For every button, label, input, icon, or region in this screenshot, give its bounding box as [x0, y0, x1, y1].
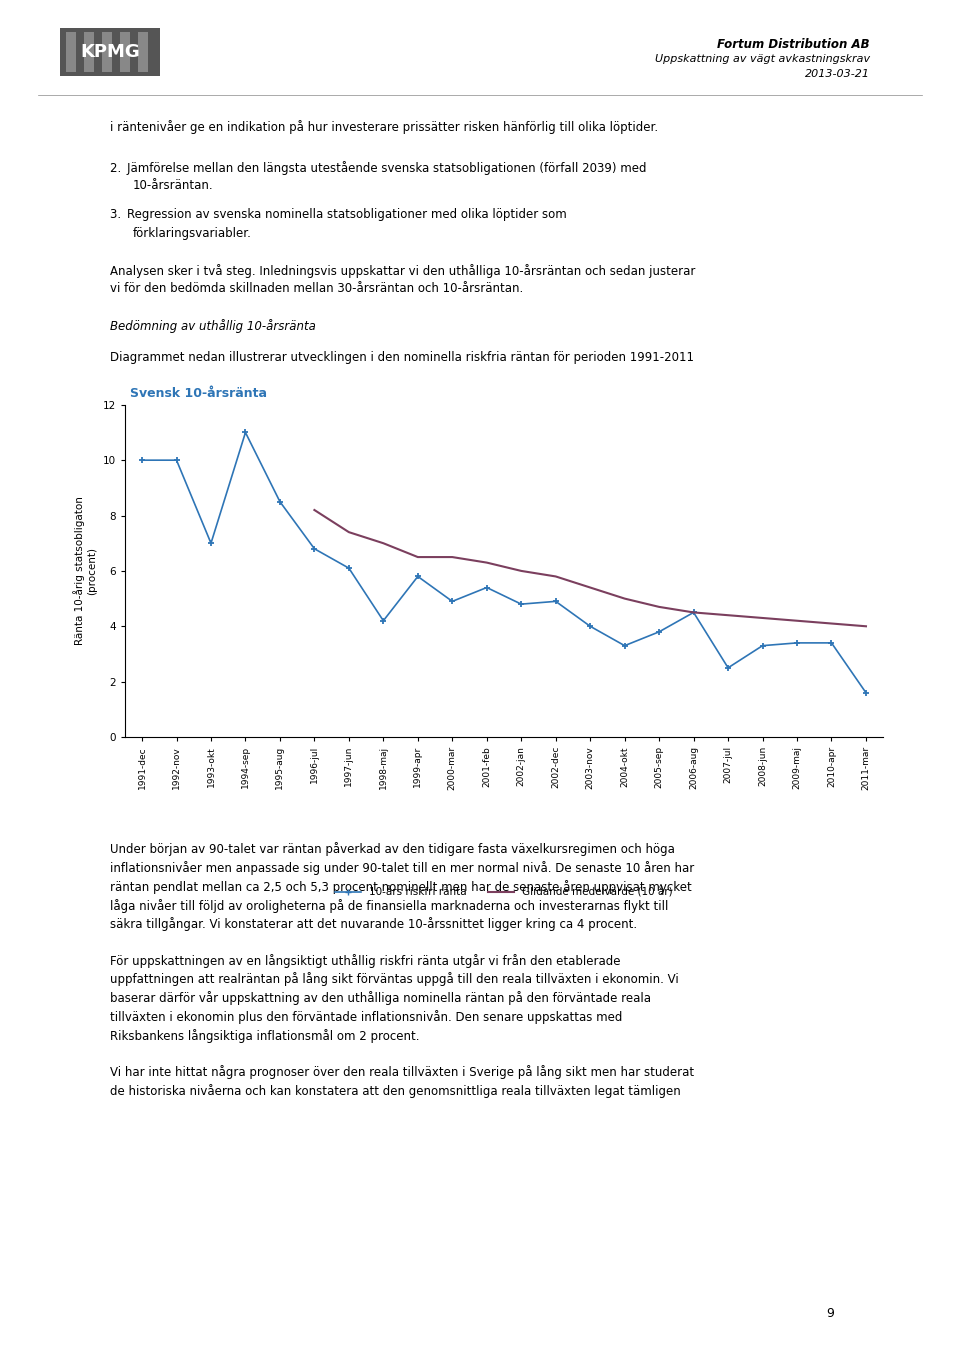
FancyBboxPatch shape	[84, 33, 94, 72]
10-års riskfri ränta	[585, 618, 596, 635]
Text: 9: 9	[826, 1307, 834, 1319]
Glidande medelvärde (10 år)	[722, 607, 733, 624]
Glidande medelvärde (10 år)	[516, 563, 527, 579]
Text: i räntenivåer ge en indikation på hur investerare prissätter risken hänförlig ti: i räntenivåer ge en indikation på hur in…	[110, 119, 659, 134]
Glidande medelvärde (10 år)	[585, 579, 596, 595]
Text: räntan pendlat mellan ca 2,5 och 5,3 procent nominellt men har de senaste åren u: räntan pendlat mellan ca 2,5 och 5,3 pro…	[110, 880, 692, 894]
Text: Diagrammet nedan illustrerar utvecklingen i den nominella riskfria räntan för pe: Diagrammet nedan illustrerar utvecklinge…	[110, 351, 694, 363]
10-års riskfri ränta	[377, 613, 389, 629]
Text: de historiska nivåerna och kan konstatera att den genomsnittliga reala tillväxte: de historiska nivåerna och kan konstater…	[110, 1085, 682, 1098]
10-års riskfri ränta	[481, 579, 492, 595]
10-års riskfri ränta	[756, 637, 768, 654]
10-års riskfri ränta	[654, 624, 665, 640]
10-års riskfri ränta	[791, 635, 803, 651]
Glidande medelvärde (10 år)	[791, 613, 803, 629]
Text: KPMG: KPMG	[80, 43, 140, 61]
Text: Bedömning av uthållig 10-årsränta: Bedömning av uthållig 10-årsränta	[110, 319, 316, 332]
Text: Under början av 90-talet var räntan påverkad av den tidigare fasta växelkursregi: Under början av 90-talet var räntan påve…	[110, 842, 675, 856]
Glidande medelvärde (10 år)	[619, 590, 631, 606]
Glidande medelvärde (10 år)	[756, 610, 768, 626]
Text: 10-årsräntan.: 10-årsräntan.	[132, 179, 213, 193]
Text: Riksbankens långsiktiga inflationsmål om 2 procent.: Riksbankens långsiktiga inflationsmål om…	[110, 1029, 420, 1043]
Text: 3. Regression av svenska nominella statsobligationer med olika löptider som: 3. Regression av svenska nominella stats…	[110, 209, 567, 221]
Glidande medelvärde (10 år)	[309, 502, 321, 518]
Y-axis label: Ränta 10-årig statsobligaton
(procent): Ränta 10-årig statsobligaton (procent)	[74, 496, 97, 645]
Glidande medelvärde (10 år)	[446, 549, 458, 565]
10-års riskfri ränta	[205, 536, 217, 552]
10-års riskfri ränta	[412, 568, 423, 584]
Text: Svensk 10-årsränta: Svensk 10-årsränta	[130, 386, 267, 400]
10-års riskfri ränta	[619, 637, 631, 654]
Line: Glidande medelvärde (10 år): Glidande medelvärde (10 år)	[315, 510, 866, 626]
Glidande medelvärde (10 år)	[688, 605, 700, 621]
Text: För uppskattningen av en långsiktigt uthållig riskfri ränta utgår vi från den et: För uppskattningen av en långsiktigt uth…	[110, 953, 621, 968]
FancyBboxPatch shape	[138, 33, 148, 72]
FancyBboxPatch shape	[102, 33, 112, 72]
Text: 2. Jämförelse mellan den längsta utestående svenska statsobligationen (förfall 2: 2. Jämförelse mellan den längsta uteståe…	[110, 160, 647, 175]
Glidande medelvärde (10 år)	[343, 523, 354, 540]
10-års riskfri ränta	[550, 593, 562, 609]
Text: säkra tillgångar. Vi konstaterar att det nuvarande 10-årssnittet ligger kring ca: säkra tillgångar. Vi konstaterar att det…	[110, 918, 637, 932]
Glidande medelvärde (10 år)	[654, 599, 665, 616]
Glidande medelvärde (10 år)	[550, 568, 562, 584]
10-års riskfri ränta	[722, 659, 733, 675]
FancyBboxPatch shape	[60, 28, 160, 76]
10-års riskfri ränta	[309, 541, 321, 557]
10-års riskfri ränta	[516, 597, 527, 613]
Text: tillväxten i ekonomin plus den förväntade inflationsnivån. Den senare uppskattas: tillväxten i ekonomin plus den förväntad…	[110, 1010, 623, 1024]
Text: 2013-03-21: 2013-03-21	[805, 69, 870, 79]
FancyBboxPatch shape	[120, 33, 130, 72]
Text: uppfattningen att realräntan på lång sikt förväntas uppgå till den reala tillväx: uppfattningen att realräntan på lång sik…	[110, 972, 679, 986]
Text: Vi har inte hittat några prognoser över den reala tillväxten i Sverige på lång s: Vi har inte hittat några prognoser över …	[110, 1066, 694, 1079]
Line: 10-års riskfri ränta: 10-års riskfri ränta	[138, 428, 870, 696]
Glidande medelvärde (10 år)	[412, 549, 423, 565]
Text: förklaringsvariabler.: förklaringsvariabler.	[132, 228, 252, 240]
10-års riskfri ränta	[275, 494, 286, 510]
Glidande medelvärde (10 år)	[826, 616, 837, 632]
10-års riskfri ränta	[446, 593, 458, 609]
10-års riskfri ränta	[136, 452, 148, 468]
10-års riskfri ränta	[860, 685, 872, 701]
Text: Uppskattning av vägt avkastningskrav: Uppskattning av vägt avkastningskrav	[655, 54, 870, 64]
10-års riskfri ränta	[826, 635, 837, 651]
Glidande medelvärde (10 år)	[860, 618, 872, 635]
Legend: 10-års riskfri ränta, Glidande medelvärde (10 år): 10-års riskfri ränta, Glidande medelvärd…	[331, 881, 677, 902]
Glidande medelvärde (10 år)	[481, 555, 492, 571]
Text: Analysen sker i två steg. Inledningsvis uppskattar vi den uthålliga 10-årsräntan: Analysen sker i två steg. Inledningsvis …	[110, 263, 696, 278]
10-års riskfri ränta	[688, 605, 700, 621]
10-års riskfri ränta	[240, 424, 252, 441]
Text: baserar därför vår uppskattning av den uthålliga nominella räntan på den förvänt: baserar därför vår uppskattning av den u…	[110, 991, 652, 1005]
Text: vi för den bedömda skillnaden mellan 30-årsräntan och 10-årsräntan.: vi för den bedömda skillnaden mellan 30-…	[110, 282, 523, 296]
Text: inflationsnivåer men anpassade sig under 90-talet till en mer normal nivå. De se: inflationsnivåer men anpassade sig under…	[110, 861, 695, 875]
Text: Fortum Distribution AB: Fortum Distribution AB	[717, 38, 870, 52]
Text: låga nivåer till följd av oroligheterna på de finansiella marknaderna och invest: låga nivåer till följd av oroligheterna …	[110, 899, 669, 913]
10-års riskfri ränta	[171, 452, 182, 468]
10-års riskfri ränta	[343, 560, 354, 576]
FancyBboxPatch shape	[66, 33, 76, 72]
Glidande medelvärde (10 år)	[377, 536, 389, 552]
